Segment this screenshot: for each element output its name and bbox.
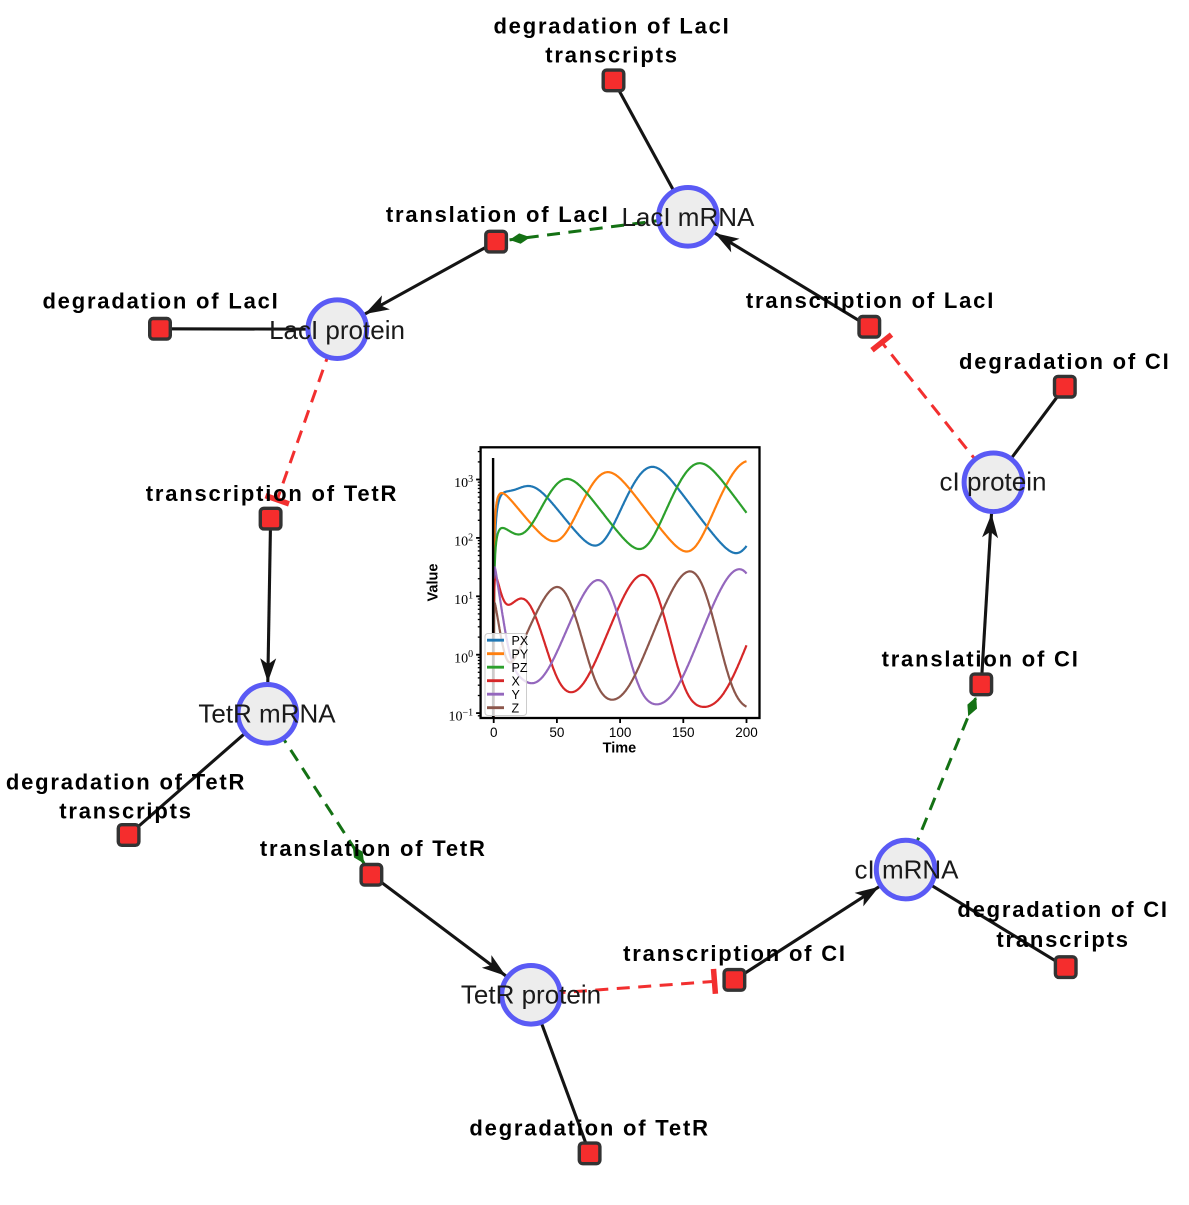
svg-text:102: 102: [454, 532, 473, 549]
svg-text:translation of LacI: translation of LacI: [386, 202, 610, 227]
svg-text:degradation of LacI: degradation of LacI: [42, 288, 279, 313]
svg-text:Z: Z: [512, 701, 520, 715]
svg-text:PZ: PZ: [512, 661, 528, 675]
svg-text:Time: Time: [603, 741, 637, 757]
svg-text:100: 100: [609, 725, 632, 740]
svg-text:200: 200: [735, 725, 758, 740]
svg-text:X: X: [512, 674, 521, 688]
svg-text:transcripts: transcripts: [545, 43, 679, 68]
svg-text:transcripts: transcripts: [59, 798, 193, 823]
svg-text:degradation of TetR: degradation of TetR: [6, 770, 246, 795]
svg-text:101: 101: [454, 591, 473, 608]
svg-text:10−1: 10−1: [448, 708, 473, 725]
svg-text:transcription of LacI: transcription of LacI: [746, 288, 995, 313]
svg-text:TetR protein: TetR protein: [461, 979, 601, 1009]
svg-text:cI mRNA: cI mRNA: [855, 855, 960, 885]
svg-text:transcription of TetR: transcription of TetR: [146, 481, 399, 506]
svg-text:PX: PX: [512, 634, 529, 648]
svg-text:degradation of TetR: degradation of TetR: [469, 1115, 709, 1140]
svg-text:translation of TetR: translation of TetR: [260, 836, 487, 861]
svg-text:transcription of CI: transcription of CI: [623, 941, 847, 966]
svg-text:translation of CI: translation of CI: [882, 647, 1080, 672]
svg-text:0: 0: [490, 725, 498, 740]
svg-text:degradation of LacI: degradation of LacI: [493, 14, 730, 39]
svg-text:150: 150: [672, 725, 695, 740]
svg-text:PY: PY: [512, 647, 529, 661]
svg-text:Y: Y: [512, 688, 521, 702]
svg-text:103: 103: [454, 474, 473, 491]
svg-text:Value: Value: [426, 564, 442, 602]
svg-text:LacI mRNA: LacI mRNA: [621, 202, 755, 232]
svg-text:degradation of CI: degradation of CI: [957, 897, 1169, 922]
svg-text:transcripts: transcripts: [996, 927, 1130, 952]
svg-text:LacI protein: LacI protein: [269, 315, 405, 345]
svg-text:100: 100: [454, 649, 473, 666]
svg-text:TetR mRNA: TetR mRNA: [198, 699, 336, 729]
svg-text:50: 50: [549, 725, 564, 740]
svg-text:degradation of CI: degradation of CI: [959, 349, 1171, 374]
svg-text:cI protein: cI protein: [940, 467, 1047, 497]
